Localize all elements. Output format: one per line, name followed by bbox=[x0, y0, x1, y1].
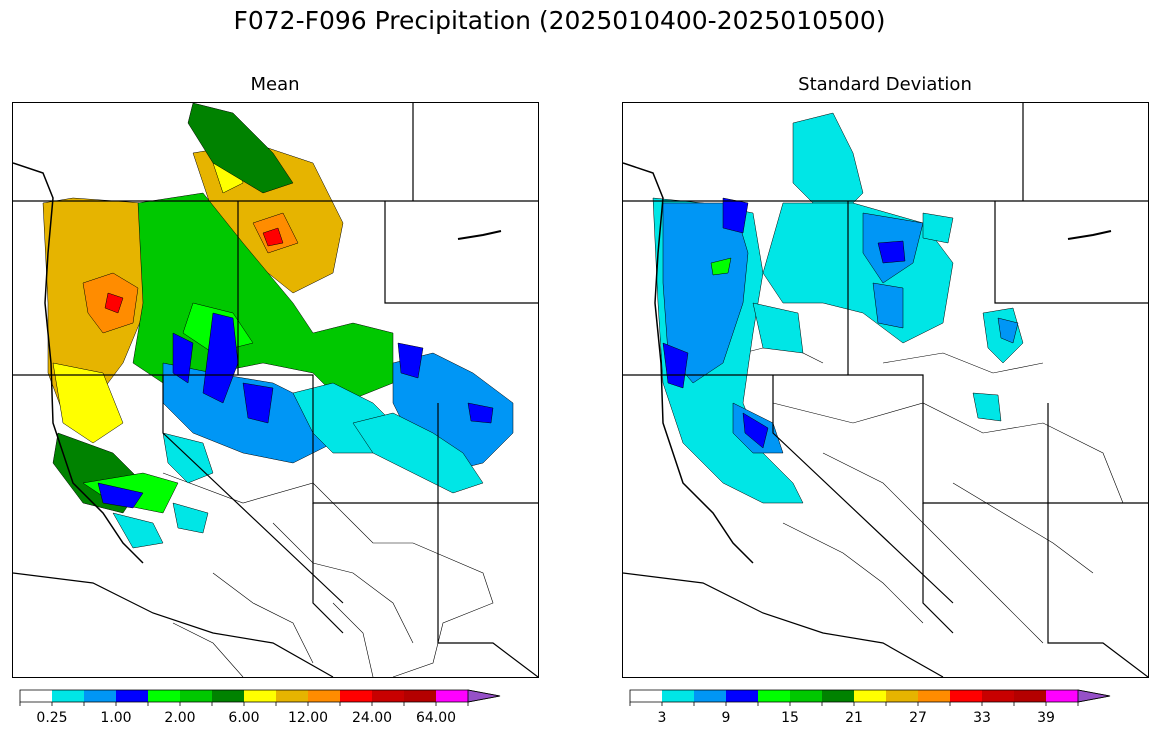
mean-colorbar-segment bbox=[436, 690, 468, 702]
mean-colorbar-label: 24.00 bbox=[352, 710, 392, 726]
sd-colorbar-label: 39 bbox=[1037, 710, 1055, 726]
sd-colorbar-segment bbox=[726, 690, 758, 702]
sd-colorbar-segment bbox=[950, 690, 982, 702]
mean-colorbar-segment bbox=[116, 690, 148, 702]
sd-colorbar-label: 27 bbox=[909, 710, 927, 726]
mean-coastline bbox=[13, 162, 144, 564]
mean-colorbar-segment bbox=[404, 690, 436, 702]
mean-colorbar-label: 6.00 bbox=[228, 710, 259, 726]
sd-colorbar-segment bbox=[662, 690, 694, 702]
sd-colorbar: 3 9 15 21 27 33 39 bbox=[629, 689, 1111, 726]
sd-colorbar-label: 21 bbox=[845, 710, 863, 726]
mean-colorbar-segment bbox=[276, 690, 308, 702]
mean-colorbar-outline bbox=[19, 689, 501, 703]
sd-colorbar-label: 3 bbox=[658, 710, 667, 726]
mean-colorbar-segment bbox=[340, 690, 372, 702]
sd-coastline bbox=[623, 162, 754, 564]
mean-colorbar-label: 1.00 bbox=[100, 710, 131, 726]
mean-colorbar-segment bbox=[212, 690, 244, 702]
sd-colorbar-segment bbox=[822, 690, 854, 702]
sd-colorbar-segment bbox=[1014, 690, 1046, 702]
sd-panel-title: Standard Deviation bbox=[798, 74, 972, 95]
sd-state-borders bbox=[623, 103, 1148, 677]
sd-colorbar-segment bbox=[630, 690, 662, 702]
mean-panel-title: Mean bbox=[250, 74, 300, 95]
mean-map bbox=[12, 102, 539, 678]
sd-colorbar-segment bbox=[982, 690, 1014, 702]
mean-colorbar-label: 64.00 bbox=[416, 710, 456, 726]
mean-colorbar-segment bbox=[180, 690, 212, 702]
mean-colorbar-segment bbox=[148, 690, 180, 702]
figure-title: F072-F096 Precipitation (2025010400-2025… bbox=[233, 6, 886, 35]
mean-colorbar-segment bbox=[84, 690, 116, 702]
sd-colorbar-segment bbox=[1046, 690, 1078, 702]
mean-colorbar-arrow bbox=[467, 689, 501, 703]
sd-precip-fields bbox=[652, 112, 1024, 504]
mean-state-borders bbox=[13, 103, 538, 677]
sd-colorbar-arrow bbox=[1077, 689, 1111, 703]
sd-colorbar-segment bbox=[694, 690, 726, 702]
sd-colorbar-segment bbox=[790, 690, 822, 702]
mean-colorbar-segment bbox=[308, 690, 340, 702]
sd-map bbox=[622, 102, 1149, 678]
mean-colorbar-segment bbox=[372, 690, 404, 702]
mean-precip-fields bbox=[42, 103, 514, 549]
sd-colorbar-segment bbox=[854, 690, 886, 702]
mean-colorbar-label: 0.25 bbox=[36, 710, 67, 726]
sd-colorbar-segment bbox=[886, 690, 918, 702]
sd-colorbar-label: 15 bbox=[781, 710, 799, 726]
mean-colorbar: 0.25 1.00 2.00 6.00 12.00 24.00 64.00 bbox=[19, 689, 501, 726]
sd-colorbar-segment bbox=[918, 690, 950, 702]
sd-colorbar-label: 9 bbox=[722, 710, 731, 726]
sd-colorbar-label: 33 bbox=[973, 710, 991, 726]
mean-colorbar-label: 2.00 bbox=[164, 710, 195, 726]
mean-colorbar-segment bbox=[244, 690, 276, 702]
mean-colorbar-segment bbox=[20, 690, 52, 702]
mean-colorbar-label: 12.00 bbox=[288, 710, 328, 726]
mean-colorbar-segment bbox=[52, 690, 84, 702]
sd-colorbar-outline bbox=[629, 689, 1111, 703]
sd-colorbar-segment bbox=[758, 690, 790, 702]
